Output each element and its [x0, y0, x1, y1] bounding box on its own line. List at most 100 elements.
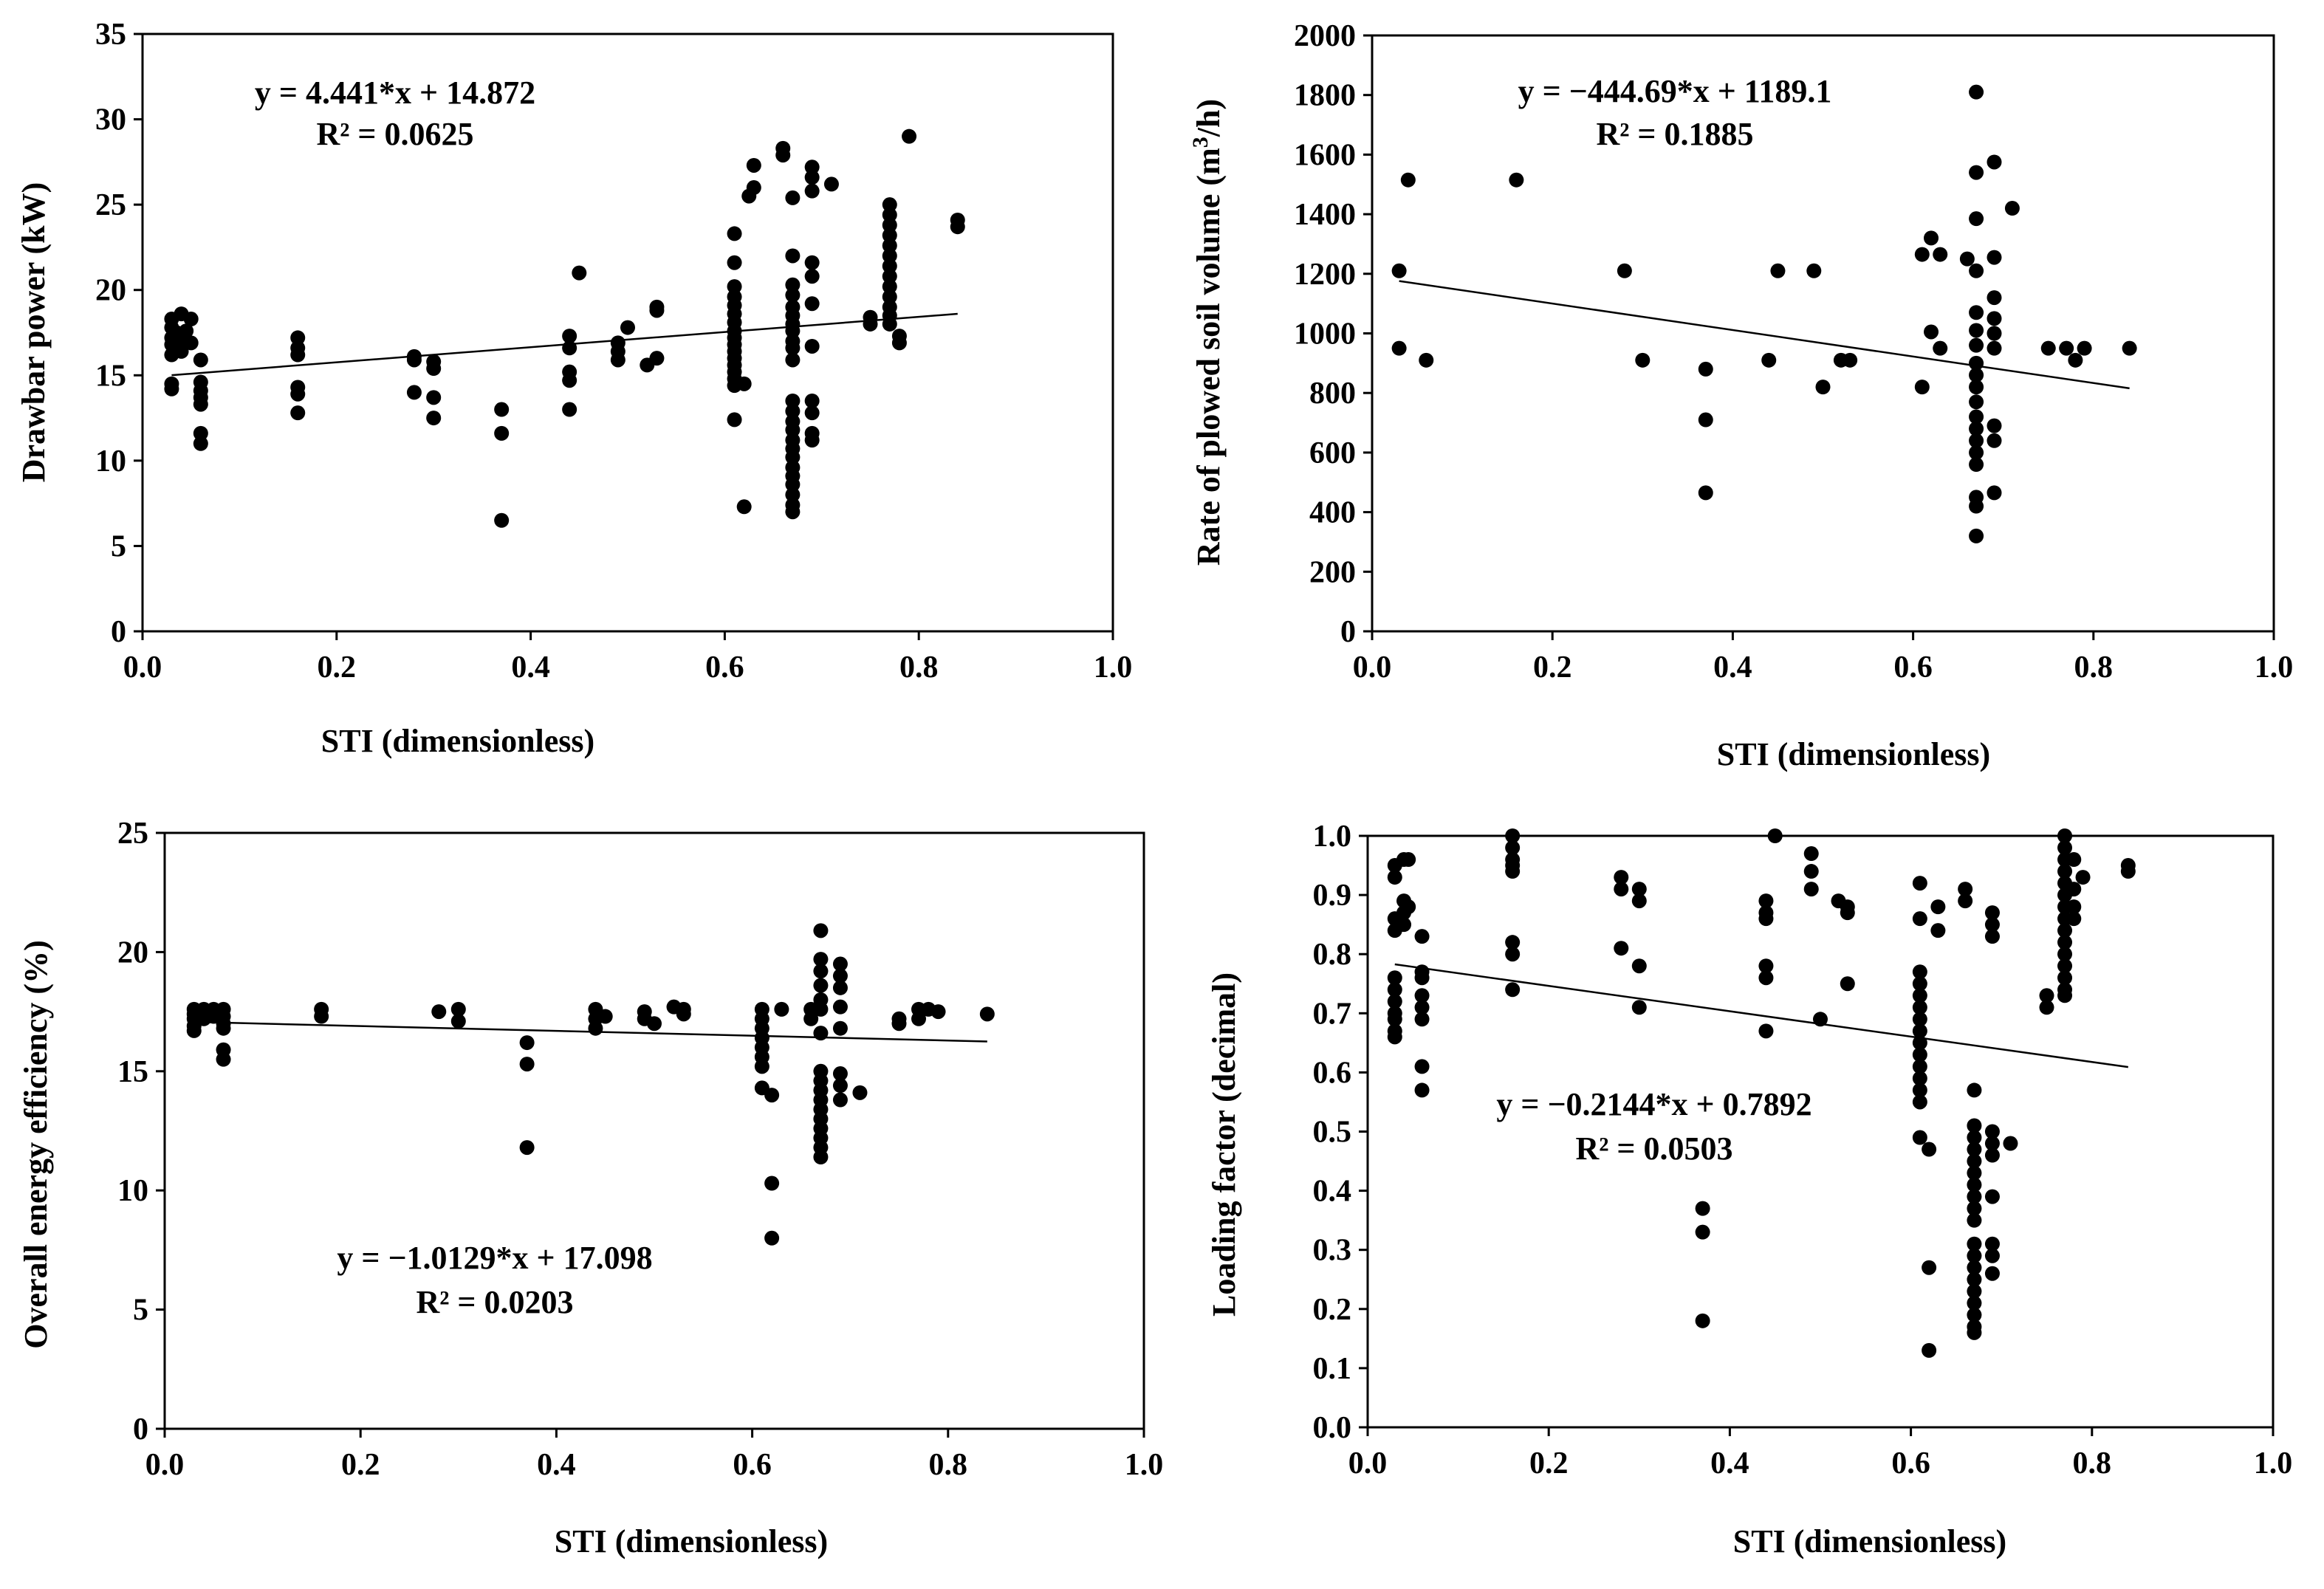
data-point	[1933, 247, 1948, 262]
data-point	[426, 411, 442, 426]
y-axis-title: Rate of plowed soil volume (m3/h)	[1188, 99, 1227, 566]
data-point	[2039, 988, 2054, 1003]
data-point	[1987, 433, 2002, 448]
data-point	[1391, 263, 1407, 278]
data-point	[1912, 1059, 1927, 1074]
y-tick-labels: 0 5 10 15 20 25 30 35	[95, 18, 143, 649]
data-point	[290, 330, 306, 346]
data-point	[1912, 1035, 1927, 1051]
data-point	[1758, 970, 1774, 986]
data-point	[1967, 1212, 1982, 1228]
data-point	[2059, 340, 2074, 356]
data-point	[597, 1009, 613, 1024]
data-point	[727, 412, 742, 428]
data-point	[1400, 172, 1416, 188]
y-tick-label: 1400	[1294, 198, 1356, 232]
data-point	[179, 323, 194, 339]
y-tick-label: 1000	[1294, 318, 1356, 351]
data-point	[746, 180, 761, 196]
data-point	[2003, 1136, 2018, 1151]
data-point	[1840, 976, 1855, 992]
data-point	[1933, 340, 1948, 356]
data-point	[1969, 305, 1984, 320]
data-point	[562, 340, 577, 356]
data-point	[950, 219, 965, 235]
data-point	[1505, 947, 1521, 962]
data-point	[832, 1092, 848, 1108]
data-point	[1987, 485, 2002, 501]
data-point	[174, 343, 189, 359]
r-squared-label: R² = 0.1885	[1596, 116, 1753, 152]
data-point	[832, 1020, 848, 1036]
data-point	[431, 1004, 447, 1020]
data-point	[832, 980, 848, 995]
x-tick-label: 0.2	[341, 1448, 380, 1482]
x-tick-label: 0.0	[1348, 1446, 1388, 1480]
data-point	[1614, 941, 1629, 956]
data-point	[1969, 84, 1984, 100]
data-point	[1967, 1165, 1982, 1181]
y-tick-label: 0.8	[1313, 938, 1352, 972]
data-point	[1698, 412, 1713, 428]
data-point	[1967, 1201, 1982, 1216]
data-point	[1912, 1071, 1927, 1086]
data-point	[785, 340, 801, 356]
data-point	[2057, 935, 2073, 950]
data-point	[2004, 201, 2020, 216]
regression-equation: y = 4.441*x + 14.872	[255, 75, 535, 111]
data-point	[1631, 958, 1647, 974]
y-tick-label: 0	[1340, 615, 1356, 649]
data-point	[785, 277, 801, 292]
data-point	[832, 968, 848, 984]
data-point	[494, 512, 510, 528]
y-tick-label: 25	[95, 188, 126, 222]
data-point	[519, 1035, 535, 1051]
data-point	[813, 952, 829, 967]
data-point	[804, 255, 820, 270]
data-point	[1967, 1177, 1982, 1192]
regression-equation: y = −444.69*x + 1189.1	[1518, 73, 1832, 109]
data-point	[1958, 882, 1973, 897]
r-squared-label: R² = 0.0625	[316, 116, 473, 152]
y-tick-labels: 0 200 400 600 800 1000 1200 1400 1600 1800 2000	[1294, 19, 1372, 649]
data-point	[1912, 964, 1927, 980]
data-point	[450, 1001, 466, 1017]
data-point	[1758, 893, 1774, 909]
x-tick-label: 1.0	[2255, 651, 2294, 684]
data-point	[519, 1140, 535, 1156]
data-point	[804, 269, 820, 284]
data-point	[2066, 899, 2082, 915]
y-axis-title: Drawbar power (kW)	[16, 182, 52, 483]
data-point	[1698, 361, 1713, 377]
data-point	[519, 1057, 535, 1072]
data-point	[1967, 1082, 1982, 1098]
regression-equation: y = −0.2144*x + 0.7892	[1496, 1086, 1811, 1122]
data-point	[2057, 947, 2073, 962]
x-tick-labels: 0.0 0.2 0.4 0.6 0.8 1.0	[1348, 1427, 2292, 1480]
data-point	[1614, 882, 1629, 897]
data-point	[1912, 976, 1927, 992]
data-point	[1984, 905, 2000, 921]
data-point	[1967, 1118, 1982, 1133]
data-point	[193, 436, 208, 451]
panel-energy-efficiency: 0.0 0.2 0.4 0.6 0.8 1.0 0 5 10 15 20 25 STI (dimen…	[18, 817, 1163, 1559]
data-point	[1969, 528, 1984, 543]
data-point	[290, 347, 306, 363]
y-tick-label: 600	[1309, 436, 1356, 470]
x-axis-title: STI (dimensionless)	[1717, 736, 1990, 772]
data-point	[764, 1230, 780, 1246]
y-tick-label: 5	[111, 529, 126, 563]
data-point	[164, 376, 179, 391]
y-tick-label: 800	[1309, 377, 1356, 411]
y-tick-label: 1200	[1294, 258, 1356, 292]
data-point	[1914, 247, 1930, 262]
data-point	[1987, 326, 2002, 341]
r-squared-label: R² = 0.0503	[1575, 1130, 1732, 1167]
data-point	[1969, 323, 1984, 338]
y-tick-label: 0	[111, 615, 126, 649]
data-point	[1695, 1201, 1710, 1216]
data-point	[832, 1078, 848, 1094]
data-point	[1969, 498, 1984, 514]
data-point	[1969, 380, 1984, 395]
